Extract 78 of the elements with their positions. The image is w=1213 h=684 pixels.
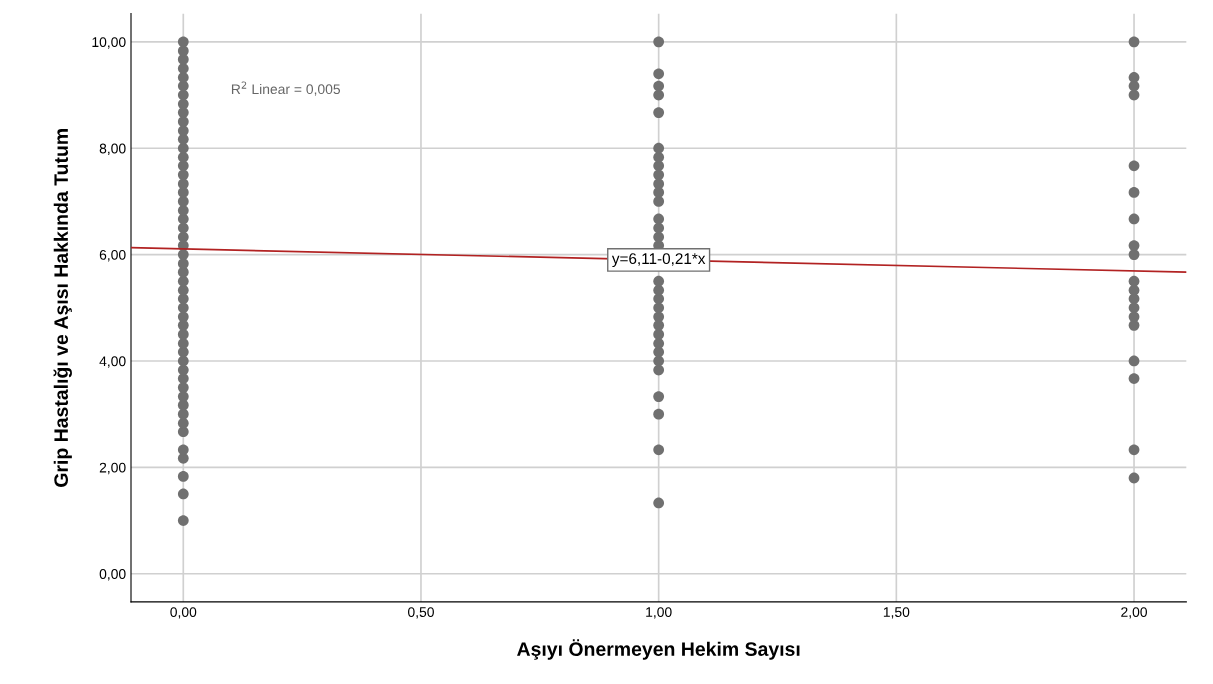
- point: [177, 515, 189, 526]
- point: [177, 178, 189, 190]
- point: [653, 178, 665, 190]
- point: [177, 231, 189, 243]
- point: [653, 80, 665, 92]
- point: [177, 169, 189, 181]
- point: [177, 329, 189, 340]
- point: [653, 408, 665, 420]
- point: [177, 364, 189, 376]
- point: [653, 444, 665, 456]
- annotation: y=6,11-0,21*x: [611, 253, 706, 268]
- annotation: R$^{2}$ Linear = 0,005: [231, 81, 341, 96]
- point: [1128, 444, 1140, 456]
- point: [653, 311, 665, 323]
- point: [177, 89, 189, 101]
- point: [177, 72, 189, 83]
- point: [1128, 89, 1140, 101]
- point: [653, 275, 665, 287]
- point: [177, 391, 189, 402]
- point: [653, 213, 665, 225]
- y-tick-label: 2,00: [99, 462, 126, 475]
- point: [1128, 213, 1140, 225]
- y-tick-label: 6,00: [99, 249, 126, 262]
- point: [1128, 240, 1140, 251]
- point: [177, 417, 189, 429]
- x-tick-label: 2,00: [1121, 607, 1147, 619]
- x-axis-title: Aşıyı Önermeyen Hekim Sayısı: [517, 639, 800, 660]
- point: [653, 391, 665, 402]
- point: [653, 142, 665, 154]
- point: [653, 338, 665, 349]
- point: [1128, 187, 1140, 198]
- point: [177, 471, 189, 482]
- point: [177, 355, 189, 367]
- point: [653, 302, 665, 314]
- point: [177, 142, 189, 154]
- y-tick-label: 10,00: [92, 37, 126, 49]
- point: [653, 68, 665, 80]
- y-tick-label: 8,00: [99, 143, 126, 156]
- point: [177, 196, 189, 207]
- y-tick-label: 0,00: [99, 569, 126, 581]
- point: [653, 196, 665, 207]
- x-tick-label: 1,50: [883, 607, 910, 619]
- point: [177, 36, 189, 48]
- x-tick-label: 0,50: [408, 607, 434, 619]
- point: [1128, 72, 1140, 83]
- point: [653, 36, 665, 48]
- x-tick-label: 0,00: [170, 607, 197, 619]
- y-axis-title: Grip Hastalığı ve Aşısı Hakkında Tutum: [53, 129, 72, 487]
- point: [1128, 275, 1140, 287]
- point: [653, 107, 665, 118]
- point: [177, 488, 189, 500]
- point: [177, 284, 189, 296]
- point: [1128, 472, 1140, 484]
- point: [177, 45, 189, 57]
- point: [177, 205, 189, 216]
- y-tick-label: 4,00: [99, 356, 126, 368]
- point: [177, 275, 189, 287]
- point: [653, 329, 665, 340]
- point: [177, 311, 189, 323]
- point: [177, 338, 189, 349]
- point: [177, 408, 189, 420]
- point: [177, 116, 189, 128]
- point: [653, 497, 665, 509]
- x-tick-label: 1,00: [646, 607, 672, 619]
- point: [653, 169, 665, 181]
- point: [1128, 311, 1140, 323]
- point: [177, 63, 189, 74]
- point: [1128, 373, 1140, 384]
- point: [177, 249, 189, 260]
- point: [1128, 36, 1140, 48]
- point: [653, 284, 665, 296]
- point: [1128, 160, 1140, 172]
- point: [1128, 302, 1140, 314]
- point: [177, 98, 189, 110]
- point: [177, 302, 189, 314]
- point: [1128, 355, 1140, 367]
- point: [653, 187, 665, 198]
- point: [177, 382, 189, 393]
